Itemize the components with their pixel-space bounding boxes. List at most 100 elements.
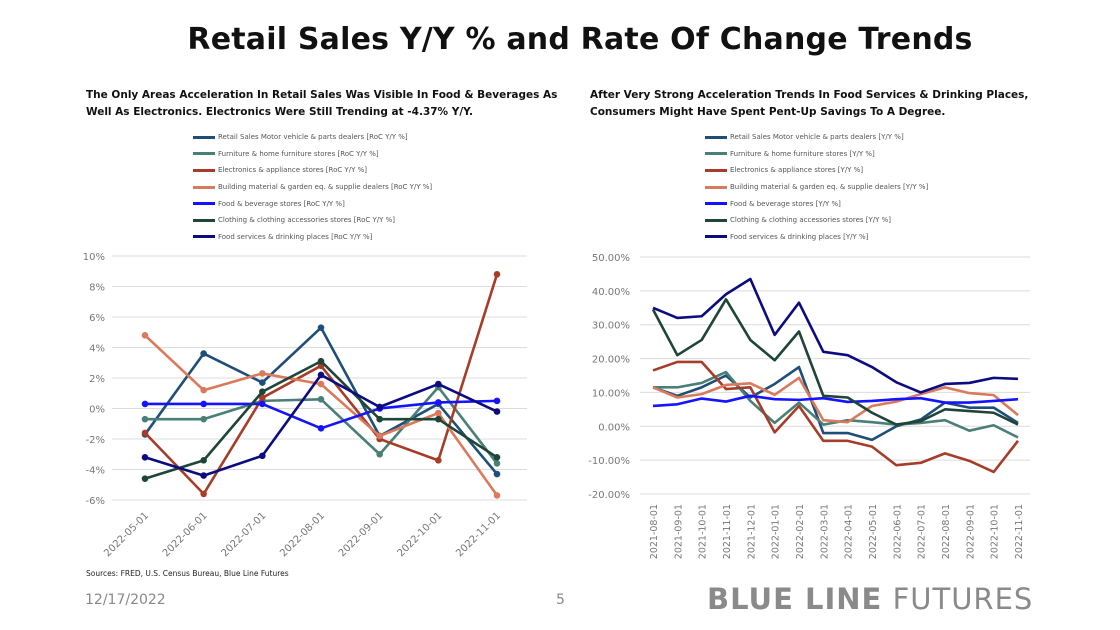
data-point <box>259 394 266 402</box>
legend-item: Food services & drinking places [RoC Y/Y… <box>193 229 432 246</box>
x-tick-label: 2022-09-01 <box>965 504 976 559</box>
data-point <box>493 492 501 499</box>
y-tick-label: -6% <box>86 496 105 507</box>
y-tick-label: 0.00% <box>598 422 630 433</box>
legend-swatch <box>193 152 215 156</box>
legend-item: Retail Sales Motor vehicle & parts deale… <box>705 129 928 146</box>
data-point <box>493 271 501 278</box>
y-tick-label: 40.00% <box>592 287 630 298</box>
x-tick-label: 2022-06-01 <box>892 504 903 559</box>
data-point <box>141 400 149 408</box>
data-point <box>435 457 442 464</box>
right-subtitle-line: After Very Strong Acceleration Trends In… <box>590 89 1029 101</box>
legend-item: Food services & drinking places [Y/Y %] <box>705 229 928 246</box>
x-tick-label: 2022-04-01 <box>844 504 855 559</box>
right-subtitle-line: Consumers Might Have Spent Pent-Up Savin… <box>590 106 946 118</box>
data-point <box>259 452 266 460</box>
legend-label: Electronics & appliance stores [RoC Y/Y … <box>218 166 368 175</box>
legend-swatch <box>705 235 727 239</box>
y-tick-label: 0% <box>89 405 105 416</box>
legend-item: Retail Sales Motor vehicle & parts deale… <box>193 129 432 146</box>
data-point <box>200 386 207 394</box>
legend-item: Furniture & home furniture stores [Y/Y %… <box>705 146 928 163</box>
data-point <box>493 397 501 405</box>
data-point <box>317 357 325 365</box>
legend-swatch <box>193 218 215 222</box>
data-point <box>317 371 325 379</box>
left-subtitle-line: Well As Electronics. Electronics Were St… <box>86 106 474 118</box>
x-tick-label: 2022-05-01 <box>102 510 151 559</box>
legend-item: Food & beverage stores [Y/Y %] <box>705 195 928 212</box>
left-subtitle: The Only Areas Acceleration In Retail Sa… <box>86 87 557 121</box>
right-chart-legend: Retail Sales Motor vehicle & parts deale… <box>705 129 928 245</box>
data-point <box>435 380 442 388</box>
legend-label: Food services & drinking places [Y/Y %] <box>730 232 869 241</box>
legend-swatch <box>705 218 727 222</box>
page-title: Retail Sales Y/Y % and Rate Of Change Tr… <box>187 22 973 57</box>
x-tick-label: 2021-11-01 <box>722 504 733 559</box>
data-point <box>376 403 383 411</box>
y-tick-label: -10.00% <box>588 456 630 467</box>
x-tick-label: 2022-11-01 <box>454 510 503 559</box>
x-tick-label: 2022-02-01 <box>795 504 806 559</box>
data-point <box>376 450 383 458</box>
x-tick-label: 2021-09-01 <box>673 504 684 559</box>
data-point <box>200 415 207 423</box>
legend-label: Building material & garden eq. & supplie… <box>218 183 433 192</box>
x-tick-label: 2021-12-01 <box>746 504 757 559</box>
legend-item: Food & beverage stores [RoC Y/Y %] <box>193 195 432 212</box>
legend-item: Electronics & appliance stores [Y/Y %] <box>705 162 928 179</box>
data-point <box>435 399 442 406</box>
data-point <box>435 415 442 423</box>
data-point <box>200 490 207 498</box>
legend-label: Food & beverage stores [Y/Y %] <box>730 199 841 208</box>
page-number: 5 <box>556 592 565 608</box>
legend-label: Furniture & home furniture stores [Y/Y %… <box>730 149 875 158</box>
left-chart-legend: Retail Sales Motor vehicle & parts deale… <box>193 129 432 245</box>
legend-label: Clothing & clothing accessories stores [… <box>218 216 395 225</box>
y-tick-label: 8% <box>89 283 105 294</box>
legend-label: Retail Sales Motor vehicle & parts deale… <box>730 133 904 142</box>
x-tick-label: 2022-10-01 <box>990 504 1001 559</box>
legend-swatch <box>705 168 727 172</box>
logo-light: FUTURES <box>882 582 1034 616</box>
data-point <box>259 388 266 396</box>
x-tick-label: 2022-08-01 <box>941 504 952 559</box>
data-point <box>493 460 501 467</box>
right-subtitle: After Very Strong Acceleration Trends In… <box>590 87 1028 121</box>
y-tick-label: 20.00% <box>592 355 630 366</box>
y-tick-label: -4% <box>86 466 105 477</box>
data-point <box>376 432 383 440</box>
data-point <box>200 457 207 464</box>
legend-label: Clothing & clothing accessories stores [… <box>730 216 892 225</box>
legend-label: Electronics & appliance stores [Y/Y %] <box>730 166 864 175</box>
series-line <box>652 277 1019 394</box>
legend-label: Building material & garden eq. & supplie… <box>730 183 929 192</box>
legend-swatch <box>193 168 215 172</box>
data-point <box>435 409 442 417</box>
legend-swatch <box>193 135 215 139</box>
x-tick-label: 2022-05-01 <box>868 504 879 559</box>
legend-item: Clothing & clothing accessories stores [… <box>705 212 928 229</box>
data-point <box>317 425 325 432</box>
data-point <box>259 370 266 377</box>
y-tick-label: 10% <box>83 252 105 263</box>
data-point <box>493 454 501 461</box>
x-tick-label: 2022-09-01 <box>337 510 386 559</box>
data-point <box>141 454 149 461</box>
y-tick-label: -20.00% <box>588 490 630 501</box>
series-line <box>652 360 1020 474</box>
legend-swatch <box>705 152 727 156</box>
x-tick-label: 2022-07-01 <box>220 510 269 559</box>
data-point <box>376 415 383 423</box>
blue-line-futures-logo: BLUE LINE FUTURES <box>707 582 1033 616</box>
legend-item: Clothing & clothing accessories stores [… <box>193 212 432 229</box>
legend-swatch <box>705 202 727 206</box>
x-tick-label: 2022-11-01 <box>1014 504 1025 559</box>
legend-label: Retail Sales Motor vehicle & parts deale… <box>218 133 408 142</box>
x-tick-label: 2021-08-01 <box>649 504 660 559</box>
data-point <box>317 396 325 403</box>
data-point <box>141 429 149 437</box>
x-tick-label: 2022-10-01 <box>396 510 445 559</box>
